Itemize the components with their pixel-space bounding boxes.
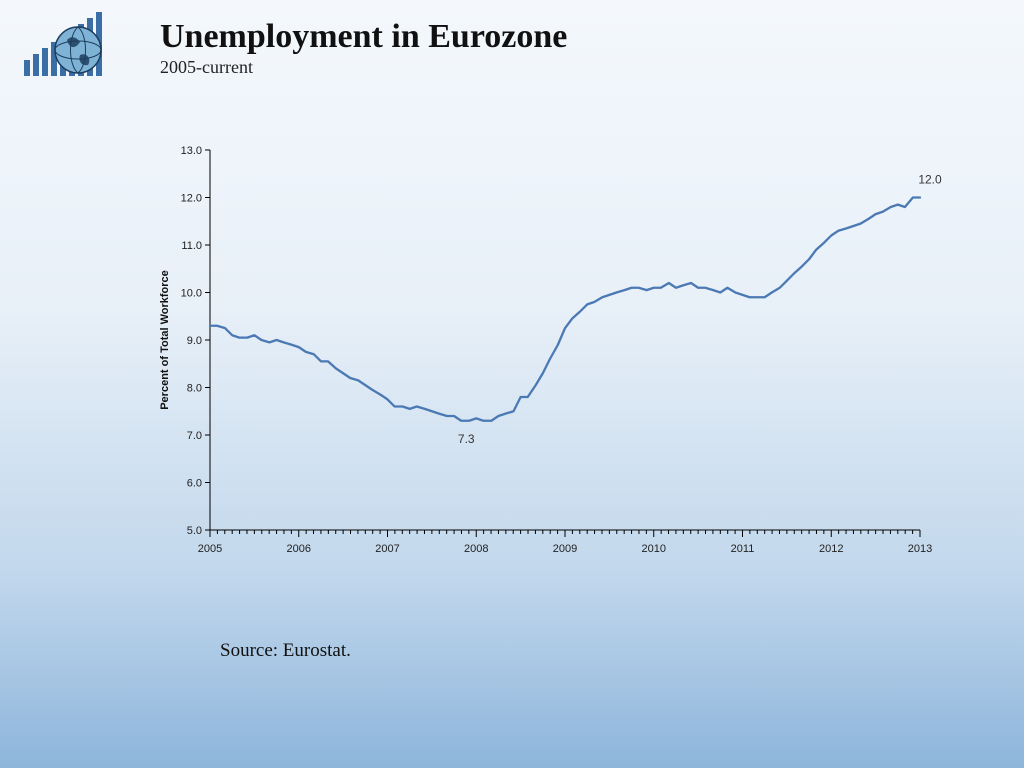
svg-text:2013: 2013 <box>908 543 932 555</box>
svg-text:9.0: 9.0 <box>187 335 202 347</box>
unemployment-chart: 5.0 6.0 7.0 8.0 9.0 10.0 11.0 12.0 13.0 2005 2006 2… <box>150 140 950 570</box>
svg-text:7.3: 7.3 <box>458 432 475 446</box>
logo-icon <box>20 10 140 80</box>
svg-text:5.0: 5.0 <box>187 525 202 537</box>
svg-text:2009: 2009 <box>553 543 577 555</box>
svg-text:2012: 2012 <box>819 543 843 555</box>
svg-text:7.0: 7.0 <box>187 430 202 442</box>
svg-text:2005: 2005 <box>198 543 222 555</box>
svg-text:6.0: 6.0 <box>187 478 202 490</box>
svg-text:10.0: 10.0 <box>181 288 202 300</box>
chart-svg: 5.0 6.0 7.0 8.0 9.0 10.0 11.0 12.0 13.0 2005 2006 2… <box>150 140 950 570</box>
page-subtitle: 2005-current <box>160 57 567 78</box>
svg-text:12.0: 12.0 <box>181 193 202 205</box>
svg-text:11.0: 11.0 <box>181 240 202 252</box>
svg-text:13.0: 13.0 <box>181 145 202 157</box>
svg-text:8.0: 8.0 <box>187 383 202 395</box>
svg-text:2011: 2011 <box>731 543 755 555</box>
page-title: Unemployment in Eurozone <box>160 18 567 55</box>
title-block: Unemployment in Eurozone 2005-current <box>160 18 567 78</box>
svg-text:Percent of Total Workforce: Percent of Total Workforce <box>159 270 171 410</box>
svg-text:2010: 2010 <box>642 543 666 555</box>
header: Unemployment in Eurozone 2005-current <box>0 0 1024 80</box>
svg-text:2008: 2008 <box>464 543 488 555</box>
svg-text:12.0: 12.0 <box>918 173 942 187</box>
source-text: Source: Eurostat. <box>220 640 351 662</box>
svg-text:2006: 2006 <box>287 543 311 555</box>
svg-text:2007: 2007 <box>375 543 399 555</box>
